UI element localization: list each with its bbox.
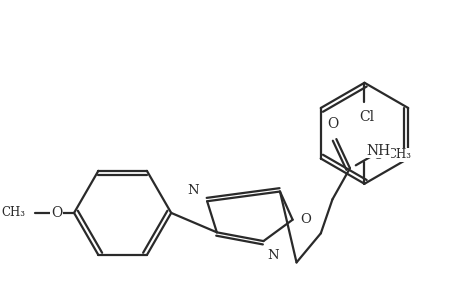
Text: N: N [267, 249, 279, 262]
Text: N: N [188, 184, 199, 197]
Text: O: O [51, 206, 62, 220]
Text: O: O [372, 148, 383, 162]
Text: Cl: Cl [359, 110, 374, 124]
Text: CH₃: CH₃ [1, 206, 26, 220]
Text: O: O [300, 213, 311, 226]
Text: NH: NH [367, 144, 391, 158]
Text: O: O [327, 117, 338, 131]
Text: CH₃: CH₃ [388, 148, 412, 161]
